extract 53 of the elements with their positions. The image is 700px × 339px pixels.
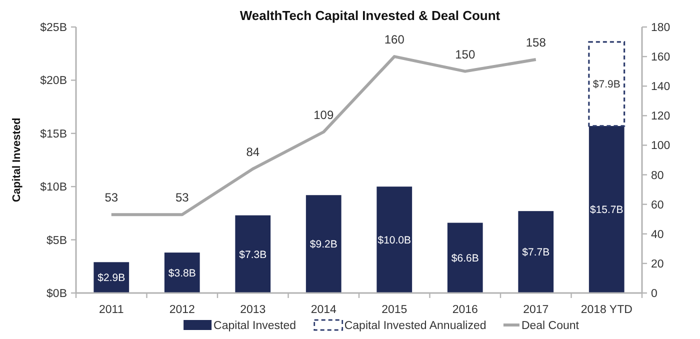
y-tick-label: $25B — [40, 22, 68, 34]
x-tick-label: 2012 — [169, 304, 195, 316]
y-tick-label: $0B — [46, 288, 68, 300]
y2-tick-label: 60 — [651, 199, 664, 212]
y-axis-title: Capital Invested — [11, 118, 23, 202]
bar — [447, 222, 483, 293]
legend-label: Capital Invested Annualized — [344, 320, 486, 332]
data-label: $15.7B — [590, 204, 624, 216]
data-label: $7.3B — [239, 248, 267, 261]
legend-label: Deal Count — [521, 320, 580, 332]
data-label: $6.6B — [451, 252, 479, 265]
x-tick-label: 2017 — [523, 304, 549, 316]
y2-tick-label: 0 — [651, 288, 658, 300]
x-tick-label: 2014 — [310, 304, 338, 316]
data-label: $3.8B — [168, 267, 196, 280]
data-label: 53 — [104, 190, 118, 205]
bar — [235, 215, 271, 293]
data-label: 158 — [526, 36, 546, 50]
data-label: $7.9B — [592, 78, 620, 91]
bar — [518, 211, 554, 293]
bar — [588, 126, 624, 293]
y2-tick-label: 140 — [651, 81, 670, 94]
data-label: $10.0B — [378, 234, 412, 246]
x-tick-label: 2018 YTD — [580, 304, 632, 316]
y2-tick-label: 120 — [651, 110, 670, 123]
y-tick-label: $10B — [40, 182, 68, 194]
legend-label: Capital Invested — [214, 320, 296, 332]
x-tick-label: 2013 — [240, 304, 266, 316]
x-tick-label: 2015 — [382, 304, 408, 316]
data-label: 53 — [175, 190, 190, 205]
bar — [164, 252, 200, 293]
bar — [588, 41, 626, 127]
y2-tick-label: 160 — [651, 52, 670, 64]
chart-title: WealthTech Capital Invested & Deal Count — [240, 8, 501, 23]
bar — [376, 186, 412, 293]
data-label: $7.7B — [522, 246, 550, 259]
y2-tick-label: 180 — [651, 22, 670, 34]
y2-tick-label: 80 — [651, 170, 664, 182]
x-tick-label: 2016 — [452, 304, 478, 316]
y2-tick-label: 100 — [651, 140, 670, 152]
bar — [306, 195, 342, 293]
data-label: $2.9B — [98, 272, 126, 284]
data-label: 84 — [246, 144, 260, 159]
data-label: 160 — [384, 32, 405, 47]
data-label: $9.2B — [310, 238, 338, 251]
x-tick-label: 2011 — [99, 304, 124, 316]
y2-tick-label: 40 — [651, 228, 664, 241]
y2-tick-label: 20 — [651, 258, 664, 270]
data-label: 150 — [455, 47, 476, 62]
y-tick-label: $15B — [40, 128, 68, 140]
data-label: 109 — [314, 108, 334, 122]
y-tick-label: $5B — [46, 234, 68, 247]
y-tick-label: $20B — [40, 75, 68, 88]
